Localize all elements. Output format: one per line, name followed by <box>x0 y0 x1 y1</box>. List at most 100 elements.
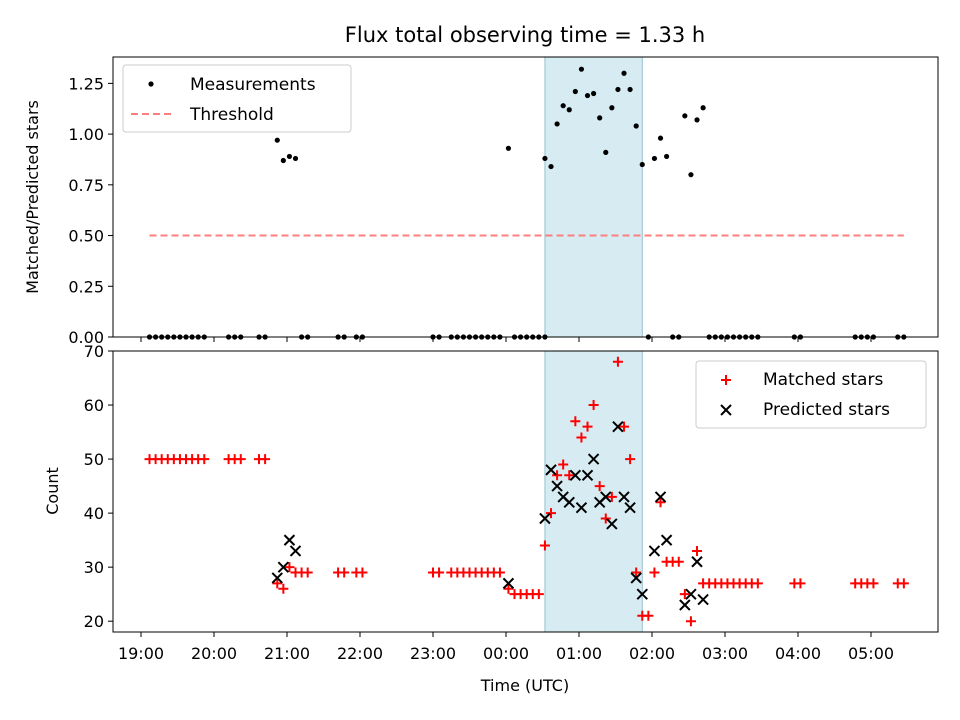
measurement-point <box>548 163 554 170</box>
matched-star-point <box>558 459 569 470</box>
matched-star-point <box>576 432 587 443</box>
legend-threshold-label: Threshold <box>189 105 274 125</box>
predicted-star-point <box>636 588 648 600</box>
matched-star-point <box>552 470 563 481</box>
x-tick-label: 03:00 <box>702 644 748 663</box>
measurement-point <box>286 153 293 160</box>
top-y-tick-label: 0.00 <box>68 328 104 347</box>
x-tick-label: 21:00 <box>264 644 310 663</box>
predicted-star-point <box>551 480 563 492</box>
matched-star-point <box>272 578 283 589</box>
top-highlight-span <box>544 56 643 338</box>
top-panel: 0.00 0.25 0.50 0.75 1.00 1.25 Matched/Predict… <box>23 56 939 347</box>
matched-star-point <box>260 454 271 465</box>
measurement-point <box>591 90 597 97</box>
predicted-star-point <box>654 491 667 503</box>
predicted-star-point <box>624 502 636 514</box>
x-tick-label: 05:00 <box>848 644 894 663</box>
measurement-point <box>560 103 566 109</box>
chart-title: Flux total observing time = 1.33 h <box>345 23 705 47</box>
top-y-tick-label: 1.00 <box>68 125 104 144</box>
x-tick-label: 23:00 <box>410 644 456 663</box>
predicted-star-point <box>697 593 709 606</box>
top-legend: Measurements Threshold <box>122 64 352 133</box>
measurement-point <box>688 172 694 178</box>
top-y-tick-label: 0.75 <box>68 176 104 195</box>
top-y-tick-label: 0.50 <box>68 227 104 246</box>
matched-star-point <box>649 567 660 578</box>
matched-stars-series <box>144 356 909 627</box>
matched-star-point <box>673 556 684 567</box>
legend-plus-glyph <box>721 375 731 385</box>
matched-star-point <box>357 567 368 578</box>
x-tick-label: 04:00 <box>775 644 821 663</box>
matched-star-point <box>434 567 445 578</box>
bottom-y-tick-label: 30 <box>84 558 104 577</box>
x-tick-label: 19:00 <box>118 644 164 663</box>
matched-star-point <box>619 421 630 432</box>
bottom-legend: Matched stars Predicted stars <box>695 360 927 429</box>
x-tick-label: 22:00 <box>337 644 383 663</box>
predicted-star-point <box>569 469 582 481</box>
predicted-star-point <box>612 420 624 433</box>
predicted-star-point <box>563 496 575 509</box>
matched-star-point <box>494 567 505 578</box>
matched-star-point <box>533 589 544 600</box>
matched-star-point <box>284 562 295 573</box>
predicted-star-point <box>271 572 283 584</box>
predicted-star-point <box>679 599 691 611</box>
top-legend-box <box>122 64 352 133</box>
matched-star-point <box>692 545 703 556</box>
bottom-y-tick-label: 50 <box>84 450 104 469</box>
matched-star-point <box>868 578 879 589</box>
measurement-point <box>554 121 560 127</box>
matched-star-point <box>503 583 514 594</box>
bottom-highlight-span <box>544 350 643 633</box>
predicted-star-point <box>630 572 642 584</box>
predicted-star-point <box>587 453 600 465</box>
legend-matched-label: Matched stars <box>763 370 883 390</box>
measurement-point <box>609 105 615 111</box>
matched-star-point <box>339 567 350 578</box>
matched-star-point <box>679 589 690 600</box>
matched-star-point <box>588 400 599 411</box>
legend-measurements-label: Measurements <box>190 75 316 95</box>
measurement-point <box>542 155 548 162</box>
matched-star-point <box>582 421 593 432</box>
measurement-point <box>597 115 603 121</box>
predicted-star-point <box>648 545 661 557</box>
predicted-star-point <box>289 545 302 557</box>
measurement-point <box>584 92 591 99</box>
x-tick-label: 20:00 <box>191 644 237 663</box>
matched-star-point <box>655 497 666 508</box>
predicted-star-point <box>685 588 697 600</box>
measurement-point <box>578 66 585 72</box>
measurement-point <box>566 107 572 113</box>
measurement-point <box>694 117 700 123</box>
bottom-y-tick-label: 40 <box>84 504 104 523</box>
measurement-point <box>274 137 280 143</box>
matched-star-point <box>898 578 909 589</box>
x-tick-label: 02:00 <box>629 644 675 663</box>
measurement-point <box>615 86 621 93</box>
top-y-tick-label: 1.25 <box>68 74 104 93</box>
matched-star-point <box>546 508 557 519</box>
top-y-axis-label: Matched/Predicted stars <box>23 100 42 294</box>
measurement-point <box>651 155 658 162</box>
bottom-y-axis: 20 30 40 50 60 70 <box>84 342 113 631</box>
matched-star-point <box>600 513 611 524</box>
predicted-star-point <box>606 518 618 530</box>
legend-matched-marker <box>721 375 731 385</box>
legend-predicted-marker <box>720 404 732 416</box>
legend-predicted-label: Predicted stars <box>763 400 890 420</box>
predicted-star-point <box>691 556 703 568</box>
matched-star-point <box>594 481 605 492</box>
matched-star-point <box>564 470 575 481</box>
predicted-stars-series <box>271 420 709 611</box>
matched-star-point <box>199 454 210 465</box>
x-tick-label: 00:00 <box>483 644 529 663</box>
matched-star-point <box>685 616 696 627</box>
measurement-point <box>700 105 706 111</box>
predicted-star-point <box>283 534 296 546</box>
